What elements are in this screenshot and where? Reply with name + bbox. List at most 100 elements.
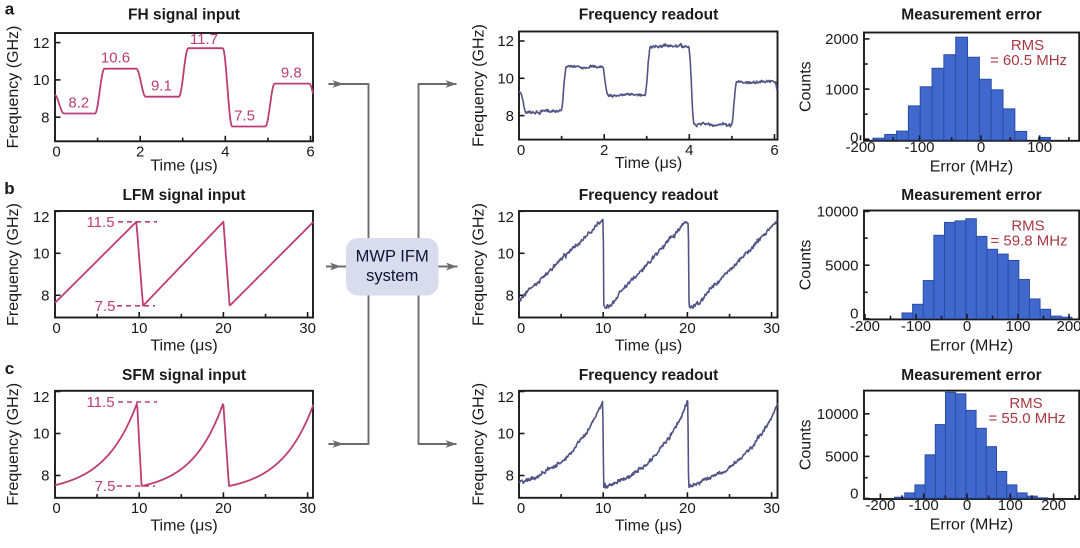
svg-text:8: 8 bbox=[41, 109, 49, 126]
svg-text:Frequency (GHz): Frequency (GHz) bbox=[471, 24, 488, 147]
svg-text:Error (MHz): Error (MHz) bbox=[930, 338, 1014, 355]
svg-text:10: 10 bbox=[33, 246, 50, 263]
svg-text:Error (MHz): Error (MHz) bbox=[930, 159, 1014, 176]
svg-text:-100: -100 bbox=[904, 139, 934, 156]
svg-text:system: system bbox=[366, 267, 418, 285]
svg-text:2: 2 bbox=[136, 144, 144, 161]
svg-text:8: 8 bbox=[506, 468, 514, 485]
svg-text:= 55.0 MHz: = 55.0 MHz bbox=[988, 410, 1065, 427]
svg-text:2000: 2000 bbox=[825, 31, 858, 48]
svg-text:9.8: 9.8 bbox=[281, 65, 302, 82]
svg-text:8: 8 bbox=[506, 288, 514, 305]
svg-text:0: 0 bbox=[850, 486, 858, 503]
svg-text:Time (μs): Time (μs) bbox=[615, 338, 682, 355]
svg-text:8: 8 bbox=[506, 108, 514, 125]
svg-text:Time (μs): Time (μs) bbox=[150, 158, 217, 175]
svg-text:0: 0 bbox=[52, 320, 60, 337]
svg-text:200: 200 bbox=[1056, 318, 1080, 335]
svg-text:Time (μs): Time (μs) bbox=[615, 155, 682, 172]
svg-text:8.2: 8.2 bbox=[68, 95, 89, 112]
svg-text:Time (μs): Time (μs) bbox=[615, 518, 682, 535]
svg-text:20: 20 bbox=[679, 500, 696, 517]
svg-text:30: 30 bbox=[299, 320, 316, 337]
svg-text:12: 12 bbox=[33, 35, 50, 52]
svg-text:0: 0 bbox=[52, 500, 60, 517]
svg-text:c: c bbox=[5, 359, 14, 378]
svg-text:Frequency (GHz): Frequency (GHz) bbox=[471, 203, 488, 326]
svg-text:30: 30 bbox=[763, 500, 780, 517]
svg-text:Time (μs): Time (μs) bbox=[150, 338, 217, 355]
svg-text:10: 10 bbox=[595, 500, 612, 517]
svg-text:10: 10 bbox=[497, 71, 514, 88]
svg-text:20: 20 bbox=[679, 320, 696, 337]
svg-text:100: 100 bbox=[998, 497, 1023, 514]
svg-text:4: 4 bbox=[685, 142, 693, 159]
svg-text:Counts: Counts bbox=[798, 61, 815, 112]
svg-text:12: 12 bbox=[497, 389, 514, 406]
svg-text:1000: 1000 bbox=[825, 81, 858, 98]
svg-text:= 60.5 MHz: = 60.5 MHz bbox=[990, 52, 1067, 69]
svg-text:6: 6 bbox=[306, 144, 314, 161]
svg-text:Counts: Counts bbox=[798, 419, 815, 470]
svg-text:-200: -200 bbox=[845, 139, 875, 156]
svg-text:10: 10 bbox=[33, 426, 50, 443]
svg-text:0: 0 bbox=[52, 144, 60, 161]
svg-text:0: 0 bbox=[977, 139, 985, 156]
svg-text:-200: -200 bbox=[865, 497, 895, 514]
svg-text:5000: 5000 bbox=[825, 257, 858, 274]
svg-text:10000: 10000 bbox=[817, 204, 859, 221]
svg-text:SFM signal input: SFM signal input bbox=[122, 367, 246, 384]
svg-text:Time (μs): Time (μs) bbox=[150, 518, 217, 535]
svg-text:= 59.8 MHz: = 59.8 MHz bbox=[990, 233, 1067, 250]
svg-text:LFM signal input: LFM signal input bbox=[122, 187, 245, 204]
svg-text:30: 30 bbox=[299, 500, 316, 517]
svg-text:0: 0 bbox=[517, 142, 525, 159]
svg-text:200: 200 bbox=[1041, 497, 1066, 514]
svg-text:12: 12 bbox=[497, 33, 514, 50]
svg-text:7.5: 7.5 bbox=[95, 478, 116, 495]
svg-text:10: 10 bbox=[497, 246, 514, 263]
svg-text:5000: 5000 bbox=[825, 449, 858, 466]
svg-text:10: 10 bbox=[33, 72, 50, 89]
svg-text:10000: 10000 bbox=[817, 406, 859, 423]
svg-text:-200: -200 bbox=[850, 318, 880, 335]
svg-text:b: b bbox=[4, 179, 14, 198]
svg-text:0: 0 bbox=[517, 500, 525, 517]
svg-text:11.5: 11.5 bbox=[86, 214, 114, 231]
svg-text:10: 10 bbox=[595, 320, 612, 337]
svg-text:11.5: 11.5 bbox=[86, 394, 114, 411]
svg-text:Frequency (GHz): Frequency (GHz) bbox=[5, 203, 22, 326]
svg-text:12: 12 bbox=[33, 389, 50, 406]
svg-text:0: 0 bbox=[963, 497, 971, 514]
svg-text:12: 12 bbox=[497, 209, 514, 226]
svg-text:MWP IFM: MWP IFM bbox=[356, 248, 429, 266]
svg-text:FH signal input: FH signal input bbox=[128, 6, 240, 23]
svg-text:a: a bbox=[5, 0, 15, 19]
svg-text:Measurement error: Measurement error bbox=[901, 367, 1041, 384]
svg-text:-100: -100 bbox=[909, 497, 939, 514]
svg-text:2: 2 bbox=[600, 142, 608, 159]
svg-text:Frequency (GHz): Frequency (GHz) bbox=[5, 383, 22, 506]
svg-text:20: 20 bbox=[215, 500, 232, 517]
svg-text:Counts: Counts bbox=[798, 240, 815, 291]
svg-text:Frequency (GHz): Frequency (GHz) bbox=[471, 383, 488, 506]
svg-text:10: 10 bbox=[497, 426, 514, 443]
svg-text:Measurement error: Measurement error bbox=[901, 6, 1041, 23]
svg-text:Measurement error: Measurement error bbox=[901, 187, 1041, 204]
svg-text:10: 10 bbox=[131, 500, 148, 517]
svg-text:Frequency readout: Frequency readout bbox=[579, 187, 719, 204]
svg-text:20: 20 bbox=[215, 320, 232, 337]
svg-text:9.1: 9.1 bbox=[151, 78, 172, 95]
svg-text:7.5: 7.5 bbox=[95, 298, 116, 315]
svg-text:10.6: 10.6 bbox=[101, 50, 130, 67]
svg-text:Error (MHz): Error (MHz) bbox=[930, 517, 1014, 534]
svg-text:Frequency readout: Frequency readout bbox=[579, 367, 719, 384]
svg-text:100: 100 bbox=[1027, 139, 1052, 156]
svg-text:Frequency readout: Frequency readout bbox=[579, 6, 719, 23]
svg-text:7.5: 7.5 bbox=[234, 108, 255, 125]
svg-text:30: 30 bbox=[763, 320, 780, 337]
svg-text:0: 0 bbox=[517, 320, 525, 337]
svg-text:10: 10 bbox=[131, 320, 148, 337]
svg-text:12: 12 bbox=[33, 209, 50, 226]
svg-text:Frequency (GHz): Frequency (GHz) bbox=[5, 26, 22, 149]
